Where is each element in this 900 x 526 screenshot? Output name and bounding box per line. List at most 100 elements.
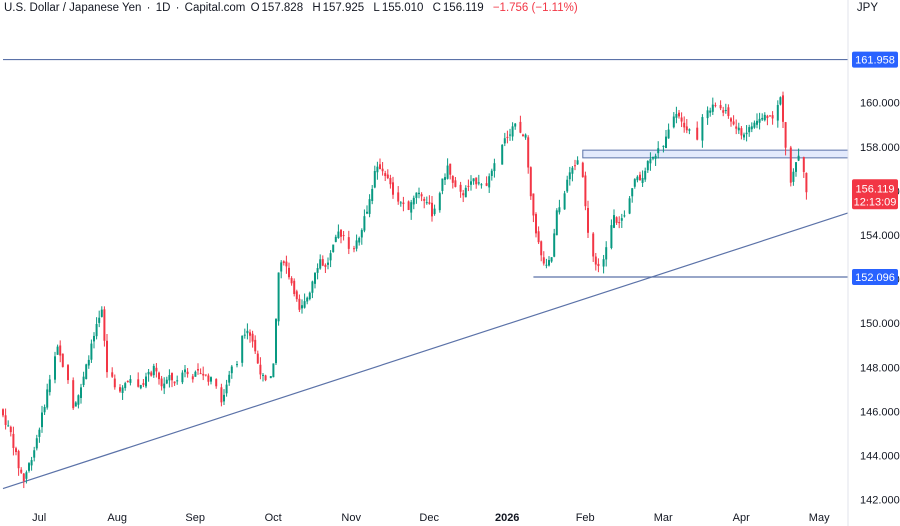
candle-body xyxy=(571,167,574,174)
candle-body xyxy=(537,231,540,243)
candle-body xyxy=(121,387,124,393)
candle-body xyxy=(418,192,420,195)
candle-body xyxy=(327,262,329,265)
x-tick-label: Apr xyxy=(733,512,750,524)
candle-body xyxy=(675,113,678,118)
candle-body xyxy=(243,334,246,336)
candle-body xyxy=(363,216,366,231)
candle-body xyxy=(628,198,631,214)
candle-body xyxy=(563,193,566,210)
candle-body xyxy=(386,174,389,179)
chart-header: U.S. Dollar / Japanese Yen · 1D · Capita… xyxy=(4,2,578,14)
candle-body xyxy=(7,425,10,427)
time-axis[interactable]: Jul Aug Sep Oct Nov Dec 2026 Feb Mar Apr May xyxy=(32,512,830,524)
candle-body xyxy=(724,110,727,112)
candle-body xyxy=(558,207,561,213)
candle-body xyxy=(204,374,207,376)
candle-body xyxy=(782,95,784,122)
candle-body xyxy=(384,173,387,177)
candle-body xyxy=(766,115,769,119)
candle-body xyxy=(199,373,202,375)
candle-body xyxy=(124,383,127,389)
horizontal-levels xyxy=(3,58,848,278)
y-tick-label: 146.000 xyxy=(860,406,900,418)
candle-body xyxy=(631,188,634,197)
candle-body xyxy=(737,127,740,131)
candle-body xyxy=(745,132,748,135)
candle-body xyxy=(605,247,608,260)
candle-body xyxy=(750,126,753,130)
candle-body xyxy=(451,176,454,183)
candle-body xyxy=(142,383,145,385)
zone-rect xyxy=(582,149,849,159)
x-tick-label: Mar xyxy=(654,512,673,524)
candle-body xyxy=(9,426,12,433)
candle-body xyxy=(514,123,517,127)
candle-body xyxy=(610,225,613,248)
candle-body xyxy=(672,116,675,128)
candle-body xyxy=(256,353,259,364)
candle-body xyxy=(587,207,589,233)
candle-body xyxy=(748,127,751,133)
candle-body xyxy=(449,163,452,175)
x-tick-label: Jul xyxy=(32,512,46,524)
candle-body xyxy=(732,121,735,125)
candle-body xyxy=(519,121,522,133)
y-tick-label: 142.000 xyxy=(860,495,900,507)
candle-body xyxy=(347,237,350,249)
last-price-text: 156.119 xyxy=(856,183,895,195)
y-tick-label: 160.000 xyxy=(860,98,900,110)
candle-body xyxy=(776,105,779,121)
candle-body xyxy=(662,145,665,147)
x-tick-label: May xyxy=(809,512,830,524)
candle-body xyxy=(727,107,730,117)
candle-body xyxy=(113,378,116,388)
level-tag-text-0: 161.958 xyxy=(855,55,895,67)
candle-body xyxy=(61,353,64,367)
candle-body xyxy=(171,373,173,381)
level-tag-0 xyxy=(852,51,898,68)
candle-body xyxy=(119,387,121,392)
candle-body xyxy=(581,162,584,177)
candle-body xyxy=(763,114,766,121)
candle-body xyxy=(269,376,272,379)
x-tick-label: Sep xyxy=(185,512,205,524)
candle-body xyxy=(402,202,405,205)
candle-body xyxy=(441,178,444,191)
candle-body xyxy=(77,395,80,405)
candle-body xyxy=(454,180,457,187)
candle-body xyxy=(74,402,77,407)
candle-body xyxy=(246,330,249,334)
candle-body xyxy=(618,222,621,224)
candle-body xyxy=(228,374,231,383)
x-tick-label: Nov xyxy=(341,512,361,524)
candle-body xyxy=(555,210,558,236)
resistance-zone xyxy=(582,149,849,159)
candle-body xyxy=(12,433,15,448)
candle-body xyxy=(735,126,738,129)
candle-body xyxy=(711,104,714,112)
candle-body xyxy=(316,268,319,273)
candle-body xyxy=(293,280,296,294)
y-tick-label: 150.000 xyxy=(860,318,900,330)
y-tick-label: 154.000 xyxy=(860,230,900,242)
candle-body xyxy=(594,256,597,265)
candle-body xyxy=(139,385,142,389)
candle-body xyxy=(522,134,524,137)
candle-body xyxy=(381,168,384,172)
candle-body xyxy=(485,183,488,186)
candle-body xyxy=(407,201,410,210)
candle-body xyxy=(301,305,303,309)
x-tick-label: 2026 xyxy=(495,512,519,524)
candle-body xyxy=(636,176,639,181)
price-axis[interactable]: 142.000144.000146.000148.000150.000152.0… xyxy=(860,98,900,507)
candle-body xyxy=(425,202,428,204)
candle-body xyxy=(623,215,626,217)
candle-body xyxy=(285,261,288,267)
candle-body xyxy=(368,199,371,214)
candle-body xyxy=(462,193,465,196)
candle-body xyxy=(332,244,335,253)
candle-body xyxy=(433,208,436,215)
